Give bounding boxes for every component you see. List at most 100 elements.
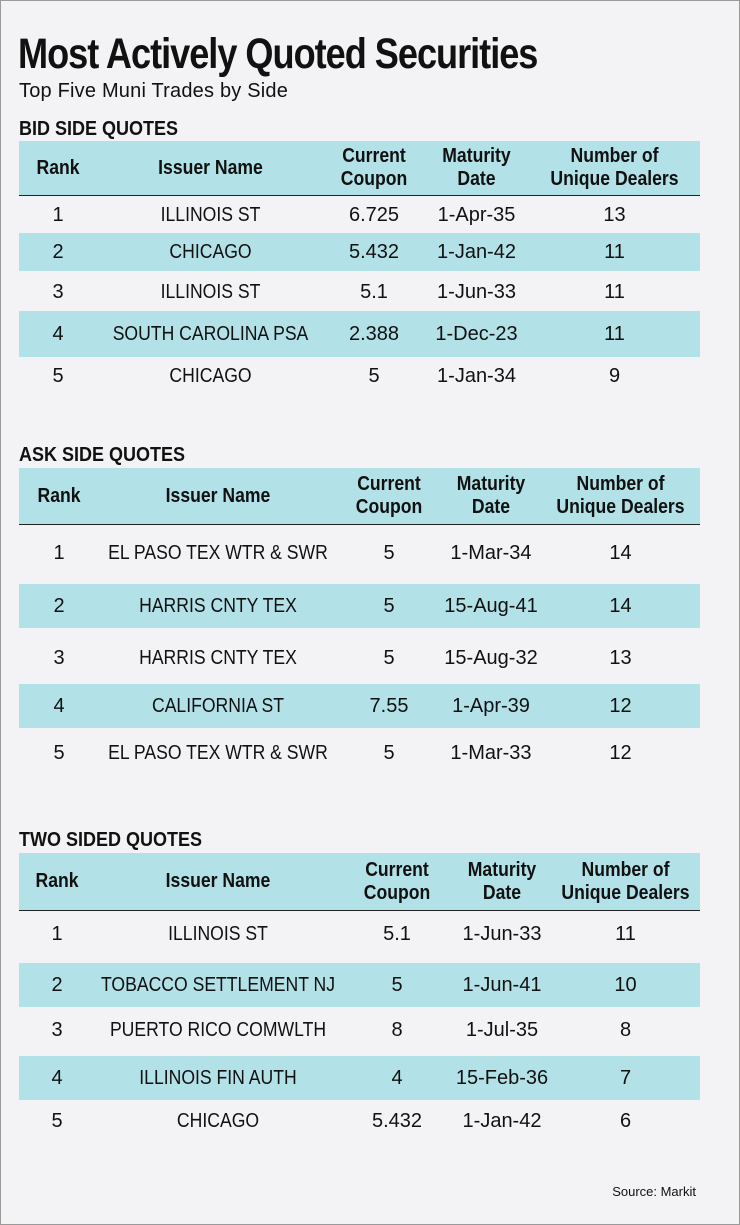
cell-rank: 5 <box>53 741 65 764</box>
column-header-maturity: Maturity Date <box>456 473 526 518</box>
cell-coupon: 5 <box>383 594 395 617</box>
cell-rank: 2 <box>51 973 63 996</box>
cell-maturity: 1-Mar-33 <box>450 741 532 764</box>
column-header-dealers: Number of Unique Dealers <box>550 145 679 190</box>
cell-rank: 2 <box>53 594 65 617</box>
cell-rank: 5 <box>52 364 64 387</box>
cell-rank: 1 <box>51 922 63 945</box>
cell-coupon: 5 <box>391 973 403 996</box>
cell-rank: 3 <box>51 1018 63 1041</box>
cell-maturity: 1-Apr-35 <box>437 203 516 226</box>
cell-coupon: 6.725 <box>348 203 400 226</box>
cell-issuer: EL PASO TEX WTR & SWR <box>108 541 328 564</box>
cell-rank: 3 <box>53 646 65 669</box>
column-header-issuer: Issuer Name <box>165 870 271 892</box>
cell-rank: 1 <box>52 203 64 226</box>
cell-issuer: ILLINOIS FIN AUTH <box>139 1066 297 1089</box>
cell-rank: 3 <box>52 280 64 303</box>
cell-coupon: 4 <box>391 1066 403 1089</box>
page-title: Most Actively Quoted Securities <box>18 30 538 78</box>
column-header-maturity: Maturity Date <box>467 858 537 904</box>
table-row: 1 ILLINOIS ST 5.1 1-Jun-33 11 <box>19 912 700 956</box>
cell-coupon: 5 <box>368 364 380 387</box>
cell-coupon: 7.55 <box>369 694 409 717</box>
cell-dealers: 14 <box>609 541 632 564</box>
cell-maturity: 1-Jun-41 <box>462 973 542 996</box>
cell-issuer: CHICAGO <box>176 1109 260 1132</box>
cell-issuer: PUERTO RICO COMWLTH <box>109 1018 327 1041</box>
cell-maturity: 1-Jun-33 <box>437 280 516 303</box>
table-row: 2 HARRIS CNTY TEX 5 15-Aug-41 14 <box>19 584 700 628</box>
cell-dealers: 12 <box>609 694 632 717</box>
cell-rank: 4 <box>52 322 64 345</box>
cell-maturity: 1-Jul-35 <box>465 1018 539 1041</box>
cell-coupon: 5.1 <box>383 922 411 945</box>
column-header-coupon: Current Coupon <box>340 145 408 190</box>
cell-issuer: ILLINOIS ST <box>160 203 261 226</box>
source-note: Source: Markit <box>612 1184 696 1199</box>
column-header-dealers: Number of Unique Dealers <box>561 858 690 904</box>
cell-issuer: ILLINOIS ST <box>160 280 261 303</box>
cell-rank: 1 <box>53 541 65 564</box>
cell-rank: 4 <box>51 1066 63 1089</box>
cell-dealers: 7 <box>619 1066 632 1089</box>
cell-coupon: 2.388 <box>348 322 400 345</box>
cell-issuer: ILLINOIS ST <box>168 922 268 945</box>
cell-maturity: 1-Jan-34 <box>437 364 516 387</box>
cell-dealers: 13 <box>609 646 632 669</box>
cell-dealers: 11 <box>604 280 625 303</box>
cell-rank: 5 <box>51 1109 63 1132</box>
table-row: 1 EL PASO TEX WTR & SWR 5 1-Mar-34 14 <box>19 530 700 576</box>
column-header-maturity: Maturity Date <box>442 145 511 190</box>
table-row: 3 ILLINOIS ST 5.1 1-Jun-33 11 <box>19 272 700 312</box>
cell-rank: 2 <box>52 240 64 263</box>
table-row: 4 ILLINOIS FIN AUTH 4 15-Feb-36 7 <box>19 1056 700 1100</box>
section-title: BID SIDE QUOTES <box>19 118 179 140</box>
table-header: Rank Issuer Name Current Coupon Maturity Date… <box>19 468 700 525</box>
cell-maturity: 15-Aug-32 <box>444 646 538 669</box>
table-header: Rank Issuer Name Current Coupon Maturity Date… <box>19 141 700 196</box>
table-row: 5 CHICAGO 5 1-Jan-34 9 <box>19 357 700 395</box>
cell-maturity: 1-Jan-42 <box>462 1109 542 1132</box>
cell-issuer: HARRIS CNTY TEX <box>139 594 297 617</box>
cell-dealers: 11 <box>604 240 625 263</box>
cell-coupon: 5 <box>383 741 395 764</box>
cell-maturity: 1-Jan-42 <box>437 240 516 263</box>
table-row: 2 CHICAGO 5.432 1-Jan-42 11 <box>19 233 700 271</box>
cell-maturity: 15-Aug-41 <box>444 594 538 617</box>
section-title: ASK SIDE QUOTES <box>19 444 186 466</box>
cell-dealers: 14 <box>609 594 632 617</box>
cell-dealers: 8 <box>619 1018 632 1041</box>
table-row: 1 ILLINOIS ST 6.725 1-Apr-35 13 <box>19 196 700 234</box>
section-title: TWO SIDED QUOTES <box>19 829 203 851</box>
cell-issuer: CHICAGO <box>169 240 252 263</box>
cell-issuer: HARRIS CNTY TEX <box>139 646 297 669</box>
cell-dealers: 6 <box>619 1109 632 1132</box>
cell-issuer: EL PASO TEX WTR & SWR <box>108 741 328 764</box>
column-header-coupon: Current Coupon <box>363 858 431 904</box>
column-header-rank: Rank <box>35 870 79 892</box>
cell-dealers: 12 <box>609 741 632 764</box>
column-header-rank: Rank <box>36 156 80 179</box>
table-header: Rank Issuer Name Current Coupon Maturity Date… <box>19 853 700 911</box>
table-row: 5 CHICAGO 5.432 1-Jan-42 6 <box>19 1100 700 1142</box>
cell-issuer: SOUTH CAROLINA PSA <box>112 322 309 345</box>
cell-dealers: 13 <box>603 203 626 226</box>
table-row: 2 TOBACCO SETTLEMENT NJ 5 1-Jun-41 10 <box>19 963 700 1007</box>
cell-coupon: 5.1 <box>360 280 388 303</box>
cell-maturity: 1-Dec-23 <box>435 322 518 345</box>
cell-issuer: TOBACCO SETTLEMENT NJ <box>100 973 336 996</box>
cell-maturity: 1-Apr-39 <box>452 694 530 717</box>
column-header-coupon: Current Coupon <box>355 473 423 518</box>
cell-rank: 4 <box>53 694 65 717</box>
cell-maturity: 1-Jun-33 <box>462 922 542 945</box>
cell-coupon: 5.432 <box>371 1109 423 1132</box>
table-row: 5 EL PASO TEX WTR & SWR 5 1-Mar-33 12 <box>19 730 700 776</box>
cell-coupon: 8 <box>391 1018 403 1041</box>
table-row: 3 HARRIS CNTY TEX 5 15-Aug-32 13 <box>19 634 700 682</box>
cell-dealers: 11 <box>615 922 636 945</box>
cell-maturity: 1-Mar-34 <box>450 541 532 564</box>
table-row: 4 CALIFORNIA ST 7.55 1-Apr-39 12 <box>19 684 700 728</box>
column-header-issuer: Issuer Name <box>165 484 271 507</box>
table-row: 3 PUERTO RICO COMWLTH 8 1-Jul-35 8 <box>19 1008 700 1052</box>
